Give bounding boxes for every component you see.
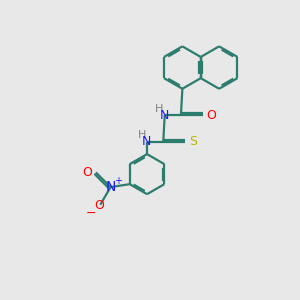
Text: H: H [138, 130, 146, 140]
Text: N: N [105, 180, 116, 194]
Text: N: N [142, 135, 151, 148]
Text: −: − [85, 207, 96, 220]
Text: N: N [159, 109, 169, 122]
Text: O: O [83, 166, 92, 179]
Text: H: H [155, 104, 164, 114]
Text: +: + [114, 176, 122, 186]
Text: O: O [95, 199, 105, 212]
Text: O: O [206, 109, 216, 122]
Text: S: S [190, 135, 198, 148]
